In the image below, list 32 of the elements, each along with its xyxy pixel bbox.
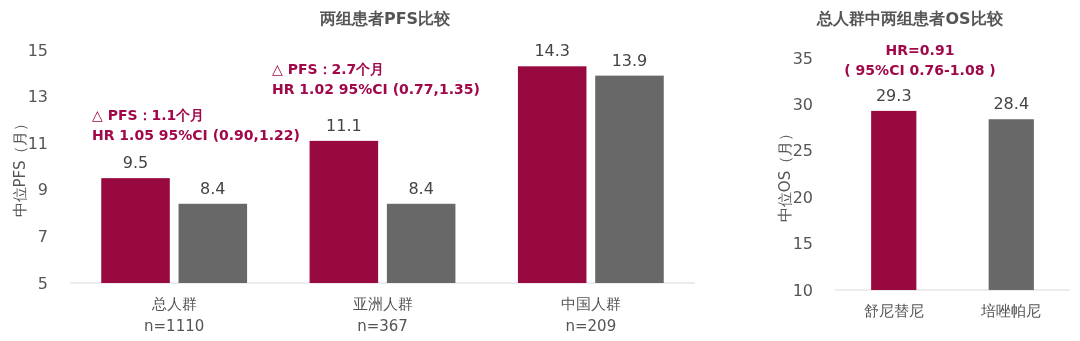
- y-tick-label: 20: [792, 187, 813, 207]
- data-label: 13.9: [611, 50, 648, 70]
- x-tick-label: 中国人群 n=209: [560, 295, 621, 335]
- y-tick-label: 13: [27, 87, 48, 107]
- y-axis-title: 中位PFS（月）: [11, 115, 29, 218]
- y-tick-label: 9: [37, 180, 48, 200]
- y-tick-label: 10: [792, 280, 813, 300]
- data-label: 8.4: [200, 178, 226, 198]
- annotation: HR=0.91 ( 95%CI 0.76-1.08 ): [844, 42, 996, 78]
- y-tick-label: 7: [37, 227, 48, 246]
- y-tick-label: 15: [792, 234, 813, 254]
- annotation: △ PFS：1.1个月 HR 1.05 95%CI (0.90,1.22): [92, 107, 300, 143]
- chart-title: 两组患者PFS比较: [318, 9, 452, 28]
- data-label: 11.1: [326, 115, 362, 135]
- y-tick-label: 35: [792, 48, 813, 68]
- x-tick-label: 总人群 n=1110: [144, 295, 205, 335]
- data-label: 9.5: [122, 153, 149, 173]
- data-label: 14.3: [534, 41, 570, 61]
- y-tick-label: 15: [27, 40, 48, 60]
- y-axis-title: 中位OS（月）: [776, 125, 794, 223]
- y-tick-label: 11: [27, 133, 48, 153]
- chart-title: 总人群中两组患者OS比较: [816, 9, 1004, 28]
- data-label: 8.4: [408, 178, 434, 198]
- x-tick-label: 舒尼替尼: [863, 302, 924, 320]
- y-tick-label: 5: [37, 273, 48, 293]
- y-tick-label: 25: [792, 141, 813, 161]
- annotation: △ PFS：2.7个月 HR 1.02 95%CI (0.77,1.35): [272, 61, 480, 97]
- data-label: 29.3: [875, 85, 912, 105]
- x-tick-label: 培唑帕尼: [980, 302, 1042, 320]
- x-tick-label: 亚洲人群 n=367: [352, 295, 413, 335]
- data-label: 28.4: [993, 94, 1030, 114]
- y-tick-label: 30: [792, 95, 813, 114]
